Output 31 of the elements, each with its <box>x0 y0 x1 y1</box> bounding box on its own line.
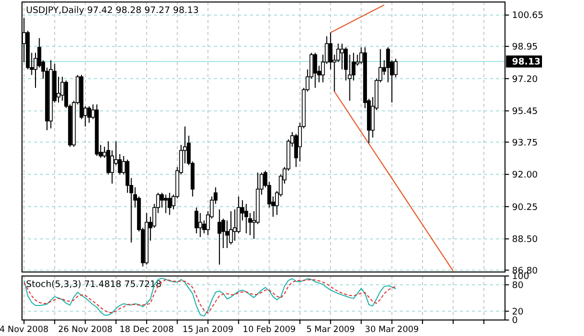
y-tick-label: 97.20 <box>512 74 538 85</box>
y-tick-label: 98.95 <box>512 42 538 53</box>
candlestick <box>232 208 237 242</box>
x-tick-label: 30 Mar 2009 <box>364 325 419 335</box>
candlestick <box>164 194 168 214</box>
y-tick-label: 95.45 <box>512 106 538 117</box>
x-tick-label: 15 Jan 2009 <box>182 325 234 335</box>
y-tick-label: 88.50 <box>512 235 538 245</box>
candlestick <box>340 43 344 70</box>
y-tick-label: 90.25 <box>512 202 538 213</box>
y-tick-label: 20 <box>512 307 524 318</box>
candlestick <box>229 210 233 245</box>
candlestick <box>194 207 198 234</box>
x-tick-label: 10 Feb 2009 <box>242 325 296 335</box>
text: USDJPY,Daily 97.42 98.28 97.27 98.13 <box>26 6 199 16</box>
y-tick-label: 0 <box>512 316 518 326</box>
x-tick-label: 5 Mar 2009 <box>306 325 355 335</box>
ref-line-label: 98.13 <box>512 58 540 68</box>
y-tick-label: 92.00 <box>512 170 538 181</box>
candlestick <box>218 208 222 266</box>
x-tick-label: 4 Nov 2008 <box>0 325 49 335</box>
candlestick <box>225 220 229 249</box>
candlestick <box>313 52 318 88</box>
y-tick-label: 100.65 <box>512 11 544 22</box>
x-tick-label: 26 Nov 2008 <box>58 325 113 335</box>
candlestick <box>87 106 92 124</box>
y-tick-label: 100 <box>512 272 530 282</box>
y-tick-label: 80 <box>512 280 524 291</box>
x-tick-label: 18 Dec 2008 <box>119 325 174 335</box>
y-tick-label: 93.75 <box>512 138 538 148</box>
candlestick <box>168 192 172 216</box>
